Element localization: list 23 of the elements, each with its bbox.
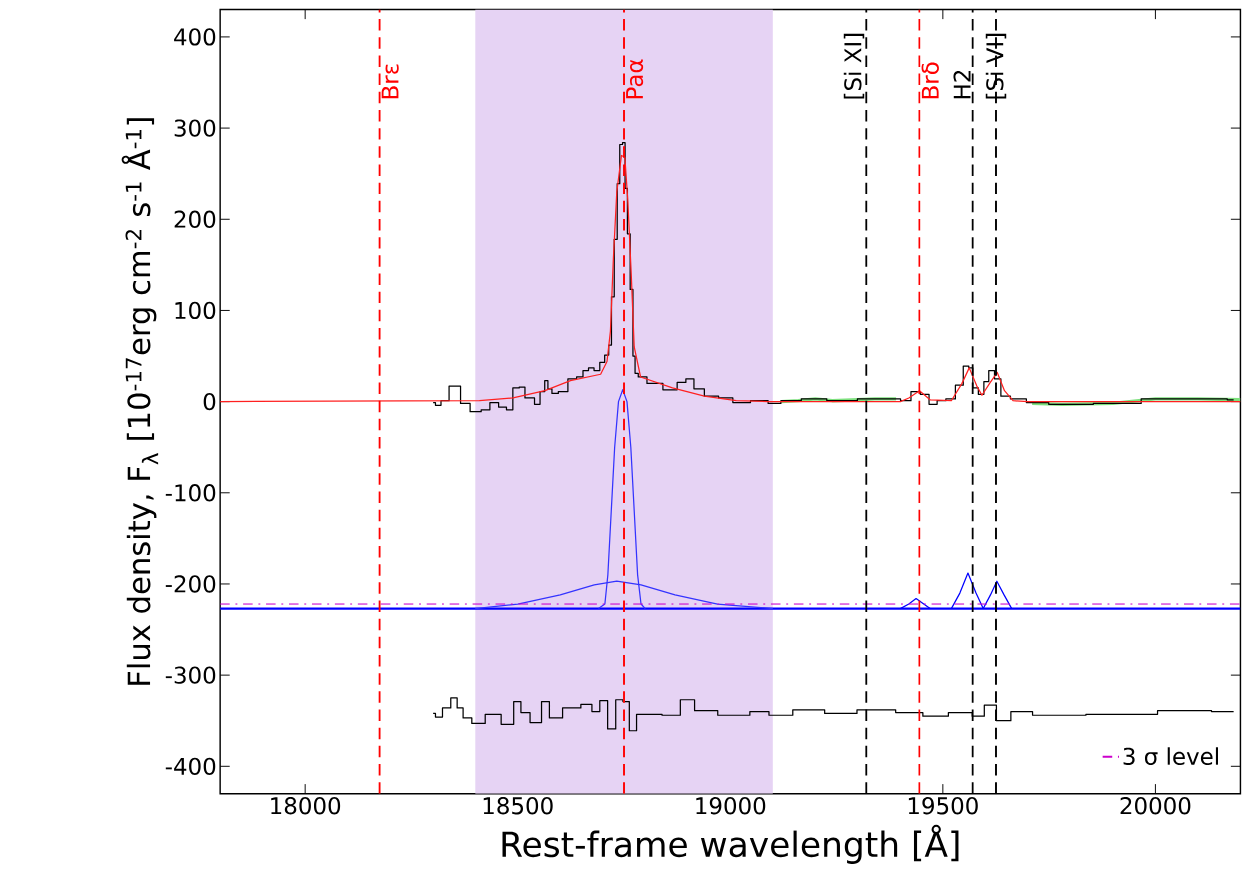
ref-line-label: H2 <box>953 71 971 99</box>
y-tick-label: 100 <box>175 301 216 320</box>
ref-line-label: Brδ <box>921 62 939 99</box>
x-tick-label: 19000 <box>696 797 766 815</box>
x-tick-label: 18500 <box>483 797 553 815</box>
y-tick-label: 300 <box>174 119 216 137</box>
x-tick-label: 19500 <box>908 797 978 815</box>
x-tick-label: 20000 <box>1120 797 1191 815</box>
ref-line-label: [Si VI] <box>985 34 1007 99</box>
ref-line-label: Brε <box>381 64 399 99</box>
x-tick-label: 18000 <box>271 797 341 815</box>
y-tick-label: 0 <box>203 393 216 411</box>
ref-line-label: [Si XI] <box>843 34 865 99</box>
y-tick-label: 200 <box>174 210 216 229</box>
y-tick-label: -200 <box>165 575 216 593</box>
y-tick-label: -300 <box>165 666 216 685</box>
legend-label: 3 σ level <box>1123 747 1218 766</box>
ref-line-label: Paα <box>626 59 644 99</box>
text: Flux density, F$_{λ}$ [10$^{-17}$erg cm$^{-2}$ s$^{-1}$ Å$^{-1}$] <box>121 118 159 685</box>
y-tick-label: 400 <box>174 28 216 46</box>
y-tick-label: -400 <box>165 757 216 776</box>
x-axis-title: Rest-frame wavelength [Å] <box>502 825 959 865</box>
y-tick-label: -100 <box>165 484 216 502</box>
